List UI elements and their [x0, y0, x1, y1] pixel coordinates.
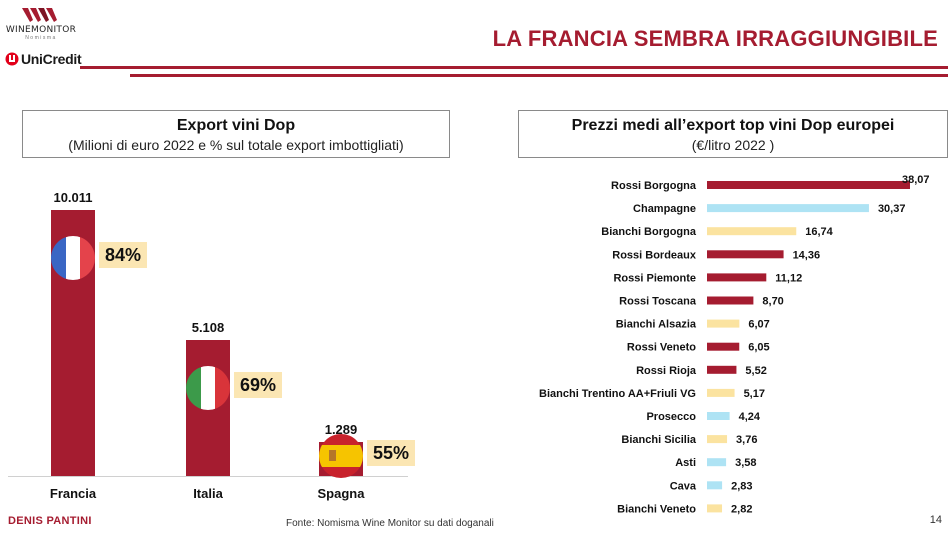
category-label: Rossi Toscana	[619, 296, 697, 308]
price-bar	[707, 273, 767, 282]
unicredit-logo-icon	[5, 52, 19, 66]
unicredit-logo: UniCredit	[5, 51, 82, 67]
price-bar	[707, 319, 740, 328]
price-bar	[707, 435, 728, 444]
category-label: Rossi Borgogna	[611, 180, 697, 192]
price-bar	[707, 250, 784, 259]
category-label: Bianchi Borgogna	[601, 226, 697, 238]
value-label: 2,82	[731, 503, 752, 515]
chart-baseline	[8, 476, 408, 477]
price-bar	[707, 412, 730, 420]
winemonitor-logo-text: WINEMONITOR	[5, 25, 77, 35]
price-bar	[707, 342, 740, 351]
category-label: Rossi Bordeaux	[612, 249, 697, 261]
value-label: 3,76	[736, 434, 757, 446]
price-bar	[707, 365, 737, 374]
value-label: 14,36	[793, 249, 821, 261]
category-label: Asti	[675, 457, 696, 469]
value-label: 2,83	[731, 480, 752, 492]
value-label: 16,74	[805, 226, 833, 238]
value-label: 11,12	[775, 272, 802, 284]
italy-flag-icon	[186, 366, 230, 411]
value-label: 5,17	[744, 388, 765, 400]
page-number: 14	[929, 514, 942, 526]
value-label: 5,52	[745, 365, 766, 377]
value-label: 6,07	[748, 319, 769, 331]
value-label: 3,58	[735, 457, 756, 469]
winemonitor-logo: WINEMONITOR Nomisma	[4, 6, 78, 41]
category-label: Bianchi Trentino AA+Friuli VG	[539, 388, 696, 400]
author-name: DENIS PANTINI	[8, 515, 92, 527]
value-label: 6,05	[748, 342, 769, 354]
price-bar	[707, 458, 727, 467]
value-label: 38,07	[902, 174, 930, 186]
source-note: Fonte: Nomisma Wine Monitor su dati doga…	[286, 518, 494, 529]
right-chart-header-box: Prezzi medi all’export top vini Dop euro…	[518, 110, 948, 158]
share-badge-italia: 69%	[234, 372, 283, 399]
price-bar	[707, 388, 735, 397]
category-label: Rossi Veneto	[627, 342, 696, 354]
unicredit-logo-text: UniCredit	[21, 51, 82, 67]
value-label: 30,37	[878, 203, 906, 215]
france-flag-icon	[51, 236, 95, 280]
category-label: Bianchi Veneto	[617, 503, 696, 515]
category-label: Bianchi Sicilia	[621, 434, 696, 446]
category-label-italia: Italia	[193, 486, 223, 501]
left-chart-title: Export vini Dop	[176, 117, 296, 134]
header-rule-bottom	[130, 74, 948, 77]
price-bar	[707, 481, 723, 490]
category-label: Prosecco	[646, 411, 696, 423]
spain-flag-icon	[319, 434, 363, 478]
price-bar-chart: Rossi Borgogna 38,07 Champagne 30,37 Bianchi…	[539, 174, 930, 515]
value-label-spagna: 1.289	[324, 421, 358, 437]
left-chart-subtitle: (Milioni di euro 2022 e % sul totale exp…	[68, 137, 404, 153]
category-label-francia: Francia	[49, 486, 97, 501]
category-label: Bianchi Alsazia	[616, 319, 697, 331]
winemonitor-logo-icon	[22, 8, 57, 22]
value-label-italia: 5.108	[191, 320, 225, 336]
value-label: 4,24	[739, 411, 761, 423]
share-badge-spagna: 55%	[367, 440, 416, 466]
left-chart-header-box: Export vini Dop (Milioni di euro 2022 e …	[22, 110, 450, 158]
page-title: LA FRANCIA SEMBRA IRRAGGIUNGIBILE	[492, 26, 938, 51]
price-bar	[707, 296, 754, 305]
export-bar-chart: 10.011 Francia 84% 5.108 Italia 69% 1.289 Spagn…	[0, 170, 470, 510]
price-bar	[707, 181, 910, 189]
category-label: Rossi Rioja	[636, 365, 697, 377]
right-chart-subtitle: (€/litro 2022 )	[691, 137, 775, 153]
price-bar	[707, 504, 723, 513]
value-label: 8,70	[762, 296, 783, 308]
winemonitor-logo-subtext: Nomisma	[25, 35, 57, 41]
header-rule-top	[80, 66, 948, 69]
right-chart-title: Prezzi medi all’export top vini Dop euro…	[571, 117, 895, 134]
price-bar	[707, 227, 797, 236]
category-label-spagna: Spagna	[317, 486, 365, 501]
price-bar	[707, 204, 869, 213]
share-badge-francia: 84%	[99, 242, 148, 268]
category-label: Rossi Piemonte	[613, 272, 696, 284]
category-label: Champagne	[633, 203, 696, 215]
category-label: Cava	[670, 480, 697, 492]
value-label-francia: 10.011	[53, 190, 93, 205]
